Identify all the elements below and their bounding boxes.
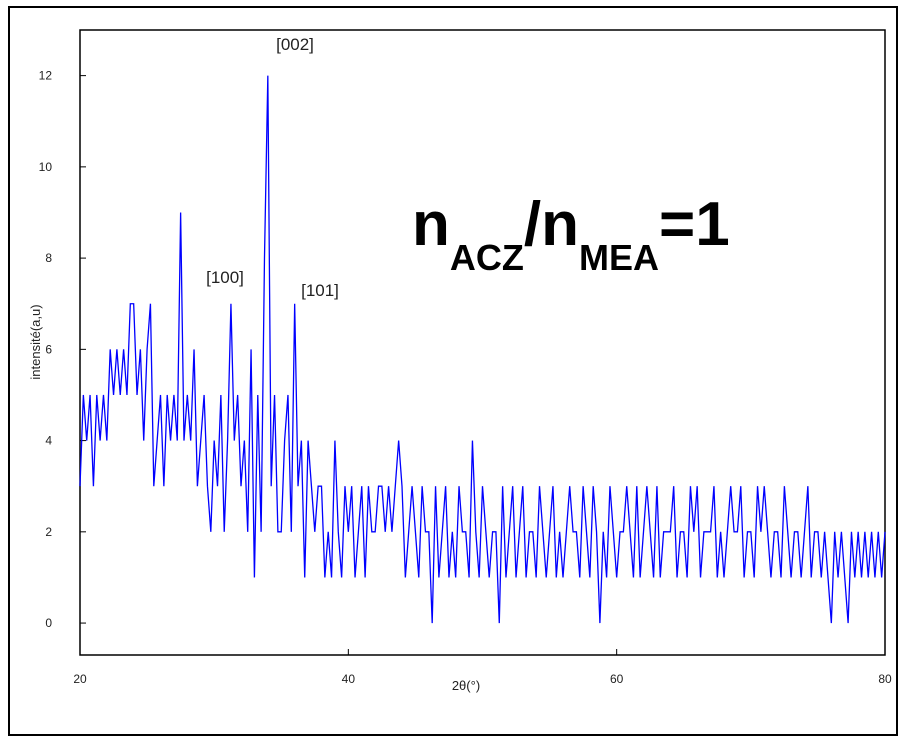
y-tick-label: 12 [39,69,53,83]
y-tick-label: 2 [45,525,52,539]
ratio-label: nACZ/nMEA=1 [412,190,730,278]
peak-annotation: [002] [276,35,314,54]
label-part: n [412,190,450,259]
plot-frame [79,29,886,656]
x-tick-label: 60 [610,672,624,686]
x-tick-label: 40 [342,672,356,686]
x-tick-label: 80 [878,672,892,686]
y-tick-label: 6 [45,342,52,356]
label-part: /n [524,190,579,259]
frame [8,6,898,736]
x-axis-label: 2θ(°) [452,678,480,693]
peak-annotation: [100] [206,268,244,287]
label-part: ACZ [450,237,524,278]
x-tick-label: 20 [73,672,87,686]
peak-annotation: [101] [301,281,339,300]
y-tick-label: 4 [45,434,52,448]
y-tick-label: 10 [39,160,53,174]
label-part: =1 [659,190,730,259]
y-tick-label: 8 [45,251,52,265]
y-tick-label: 0 [45,616,52,630]
data-line [79,75,886,624]
y-axis-label: intensité(a,u) [28,304,43,379]
label-part: MEA [579,237,659,278]
